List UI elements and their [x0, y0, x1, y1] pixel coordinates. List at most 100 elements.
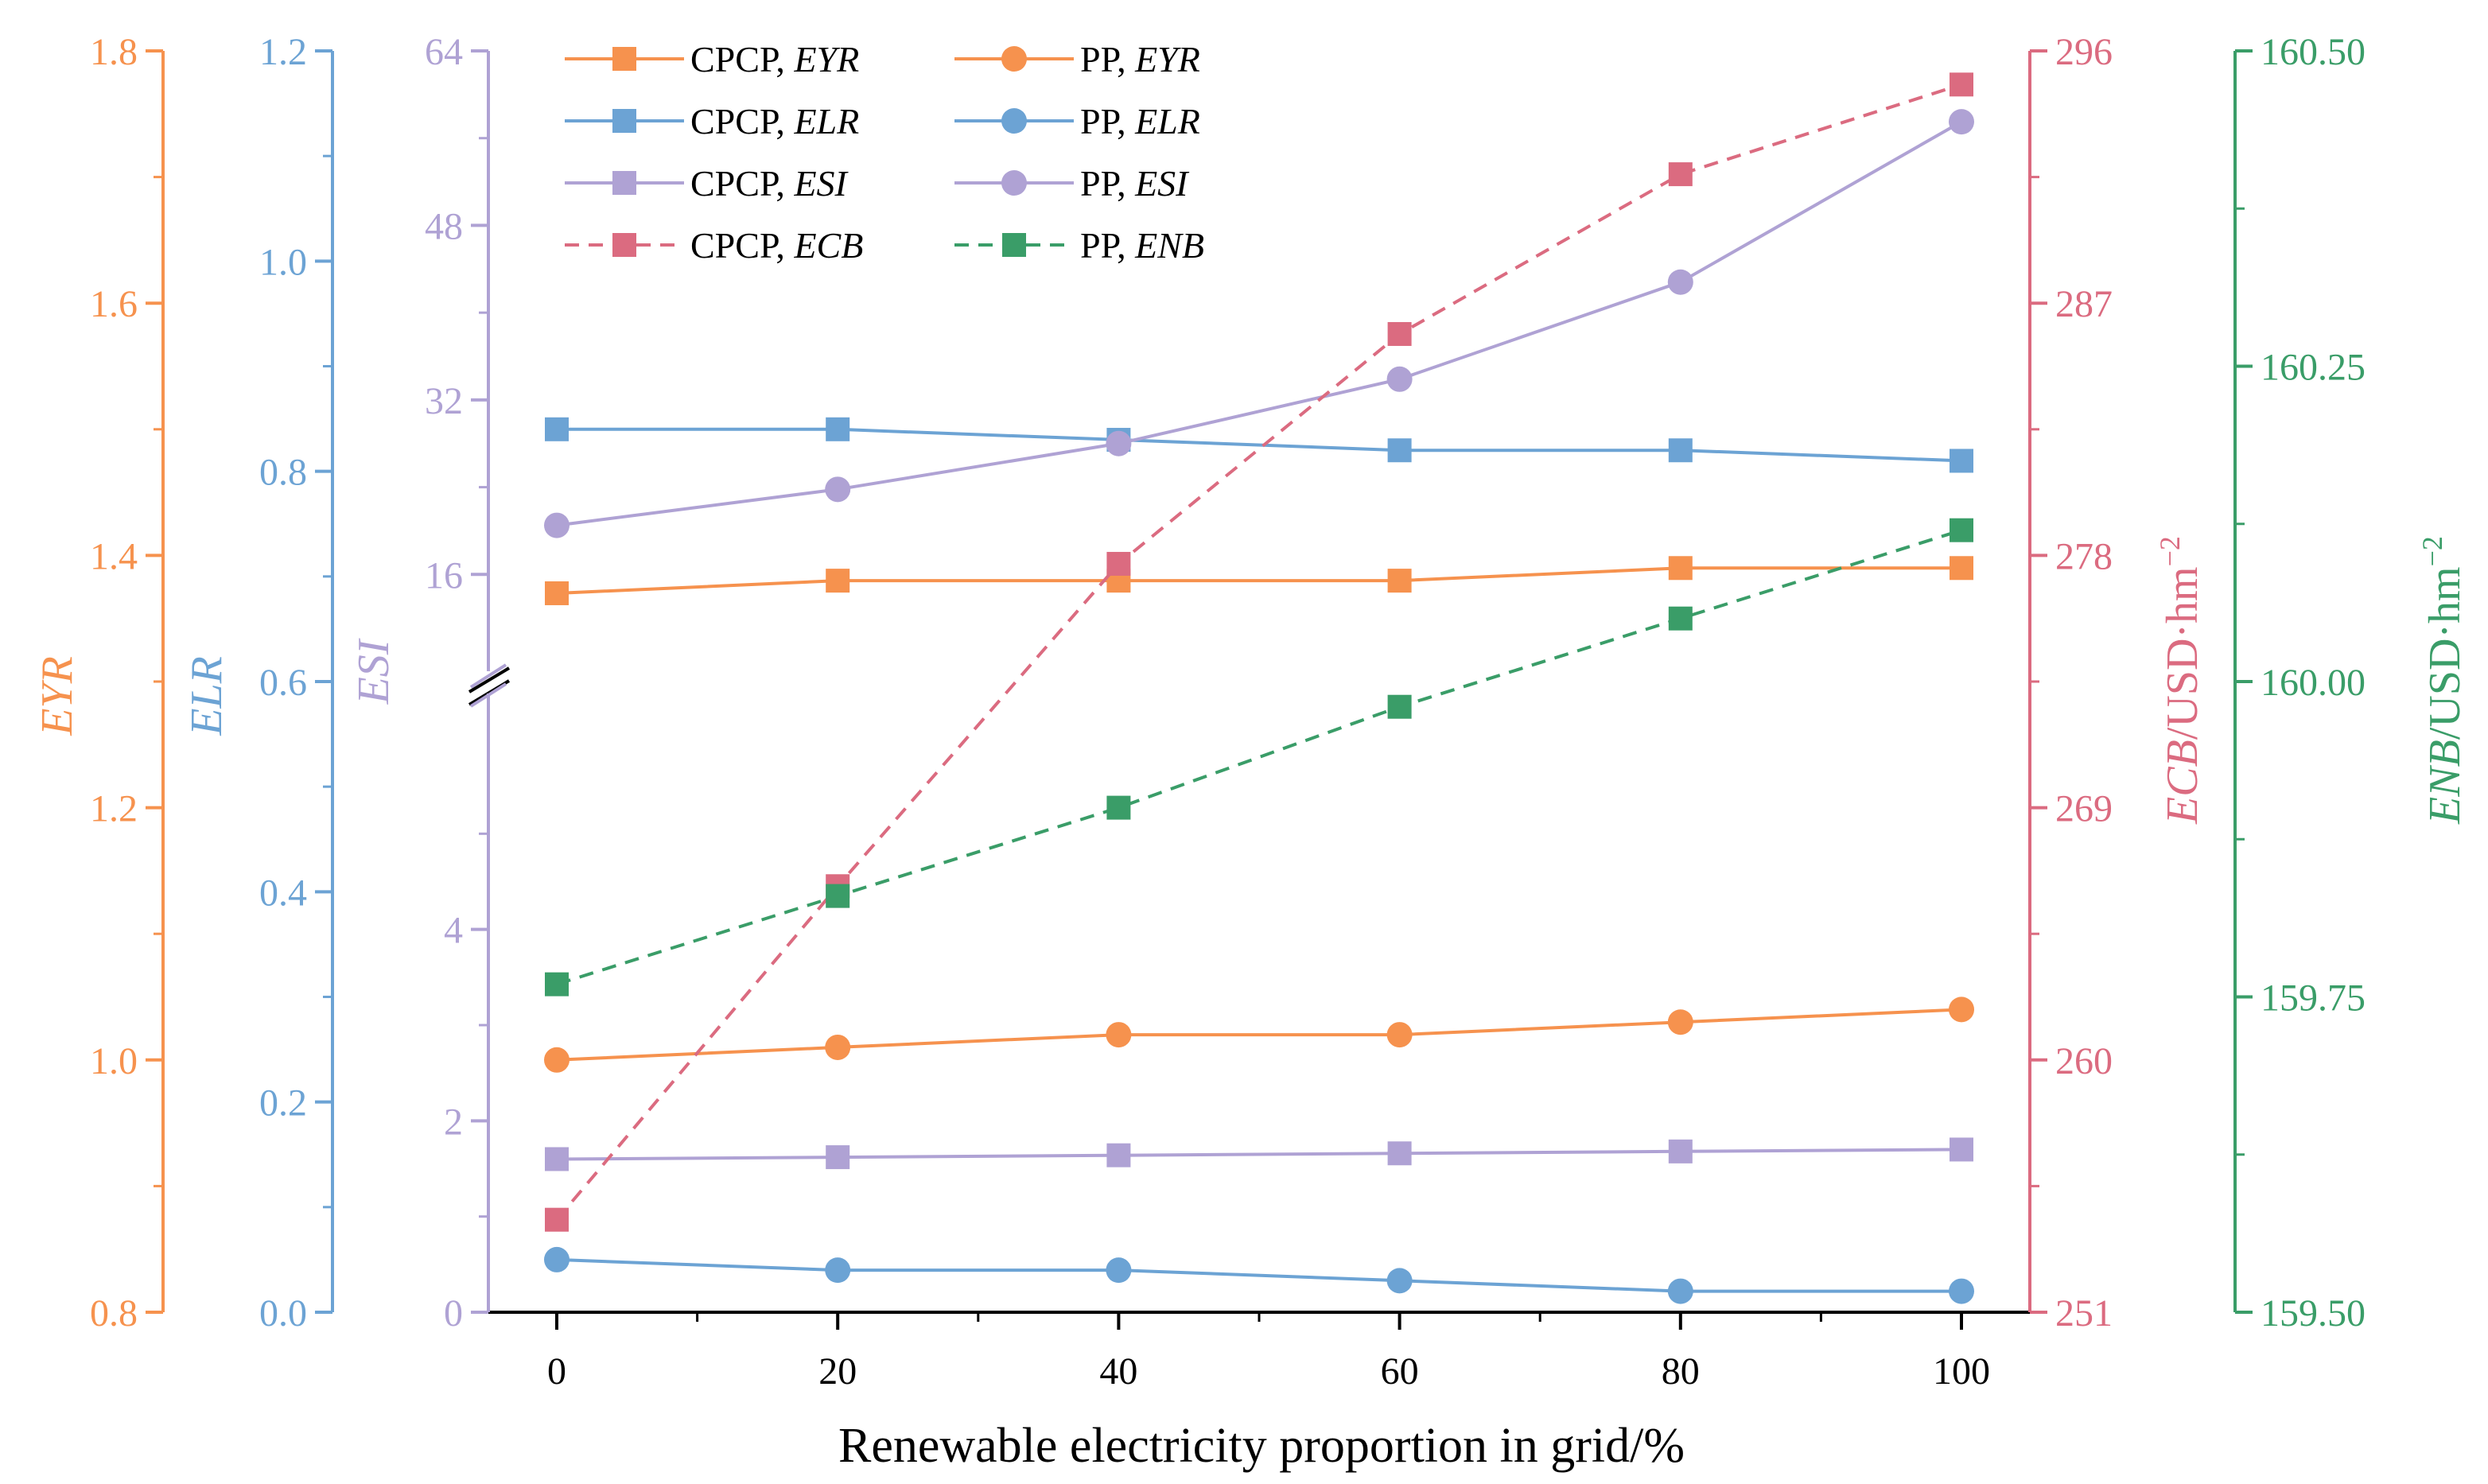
legend-label: PP, ENB	[1080, 225, 1204, 266]
series-group	[544, 72, 1974, 1304]
elr-tick-label: 1.2	[259, 31, 307, 73]
data-point	[825, 476, 851, 503]
esi-axis: 0 2 4 16 32 48 64	[425, 31, 507, 1334]
series-line	[555, 83, 1962, 1221]
series-line	[556, 1257, 1961, 1293]
enb-tick-label: 160.25	[2261, 347, 2366, 389]
esi-tick-label: 2	[444, 1101, 463, 1143]
x-tick-label: 20	[818, 1350, 857, 1393]
data-point	[544, 1246, 570, 1272]
axes-group: 0.8 1.0 1.2 1.4 1.6 1.8 EYR 0.0 0.2 0.4 0.6 0.8 1.0 1…	[33, 31, 2470, 1334]
data-point	[1387, 321, 1412, 346]
data-point	[826, 884, 850, 908]
esi-axis-break-mark	[469, 682, 507, 708]
legend-swatch-marker	[612, 47, 636, 71]
series-eyr-circle	[544, 996, 1974, 1073]
data-point	[826, 417, 850, 441]
data-point	[1668, 606, 1693, 631]
frame-break-mark	[468, 666, 511, 693]
data-point	[545, 1147, 569, 1171]
data-point	[1386, 1268, 1413, 1294]
data-point	[825, 1034, 851, 1060]
series-line	[556, 120, 1962, 527]
data-point	[1950, 518, 1973, 542]
data-point	[1668, 556, 1693, 581]
data-point	[1950, 1137, 1973, 1162]
eyr-tick-label: 1.2	[90, 788, 138, 830]
legend-entry: PP, EYR	[954, 39, 1200, 80]
ecb-tick-label: 269	[2055, 788, 2113, 830]
series-line	[556, 1008, 1962, 1062]
ecb-tick-label: 251	[2055, 1292, 2113, 1334]
series-elr-circle	[544, 1246, 1974, 1304]
elr-tick-label: 0.0	[259, 1292, 307, 1334]
enb-axis-title: ENB/USD·hm−2	[2416, 536, 2470, 825]
x-tick-label: 80	[1662, 1350, 1700, 1393]
enb-tick-label: 160.50	[2261, 31, 2366, 73]
elr-tick-label: 0.8	[259, 452, 307, 494]
data-point	[1386, 1022, 1413, 1048]
legend-label: CPCP, EYR	[690, 39, 859, 80]
data-point	[544, 1047, 570, 1073]
data-point	[826, 569, 850, 593]
data-point	[1668, 438, 1693, 463]
data-point	[1386, 366, 1413, 392]
data-point	[1667, 1278, 1693, 1304]
eyr-axis: 0.8 1.0 1.2 1.4 1.6 1.8	[90, 31, 165, 1334]
legend-label: PP, ELR	[1080, 101, 1200, 142]
series-enb-square	[545, 518, 1973, 996]
data-point	[1667, 269, 1693, 295]
legend-entry: CPCP, ESI	[565, 163, 849, 204]
data-point	[1950, 72, 1973, 97]
legend-swatch-marker	[1001, 46, 1027, 72]
legend-swatch-marker	[1001, 108, 1027, 134]
legend-swatch-marker	[1001, 170, 1027, 196]
data-point	[1387, 1141, 1412, 1166]
data-point	[545, 581, 569, 605]
data-point	[545, 1207, 569, 1232]
legend-swatch-marker	[1002, 233, 1026, 257]
data-point	[1949, 109, 1974, 135]
esi-tick-label: 32	[425, 380, 463, 422]
series-elr-square	[545, 417, 1973, 473]
series-ecb-square	[545, 72, 1973, 1232]
legend-label: PP, EYR	[1080, 39, 1200, 80]
data-point	[826, 1145, 850, 1170]
elr-tick-label: 0.6	[259, 662, 307, 704]
elr-tick-label: 0.2	[259, 1082, 307, 1125]
data-point	[1387, 438, 1412, 463]
data-point	[1668, 1139, 1693, 1164]
legend-entry: CPCP, EYR	[565, 39, 859, 80]
legend-swatch-marker	[612, 233, 636, 257]
series-line	[556, 528, 1962, 986]
enb-tick-label: 160.00	[2261, 662, 2366, 704]
data-point	[1387, 569, 1412, 593]
data-point	[1106, 1022, 1132, 1048]
eyr-tick-label: 1.0	[90, 1040, 138, 1082]
legend-label: PP, ESI	[1080, 163, 1190, 204]
elr-axis: 0.0 0.2 0.4 0.6 0.8 1.0 1.2	[259, 31, 334, 1334]
series-eyr-square	[545, 556, 1973, 605]
series-esi-circle	[544, 109, 1974, 538]
data-point	[1950, 449, 1973, 473]
x-axis-title: Renewable electricity proportion in grid…	[838, 1419, 1685, 1473]
eyr-tick-label: 1.4	[90, 535, 138, 577]
elr-tick-label: 1.0	[259, 241, 307, 283]
data-point	[1949, 1278, 1974, 1304]
series-line	[557, 427, 1962, 463]
elr-tick-label: 0.4	[259, 872, 307, 914]
data-point	[1106, 1257, 1132, 1284]
data-point	[1949, 996, 1974, 1023]
data-point	[1387, 694, 1412, 719]
esi-axis-break-mark	[469, 663, 507, 689]
data-point	[544, 512, 570, 538]
eyr-tick-label: 0.8	[90, 1292, 138, 1334]
x-tick-label: 0	[547, 1350, 566, 1393]
enb-tick-label: 159.50	[2261, 1292, 2366, 1334]
series-line	[556, 566, 1961, 595]
plot-frame: 0 20 40 60 80 100	[468, 666, 2030, 1393]
data-point	[1106, 1143, 1131, 1167]
data-point	[1106, 795, 1131, 820]
data-point	[1668, 162, 1693, 187]
